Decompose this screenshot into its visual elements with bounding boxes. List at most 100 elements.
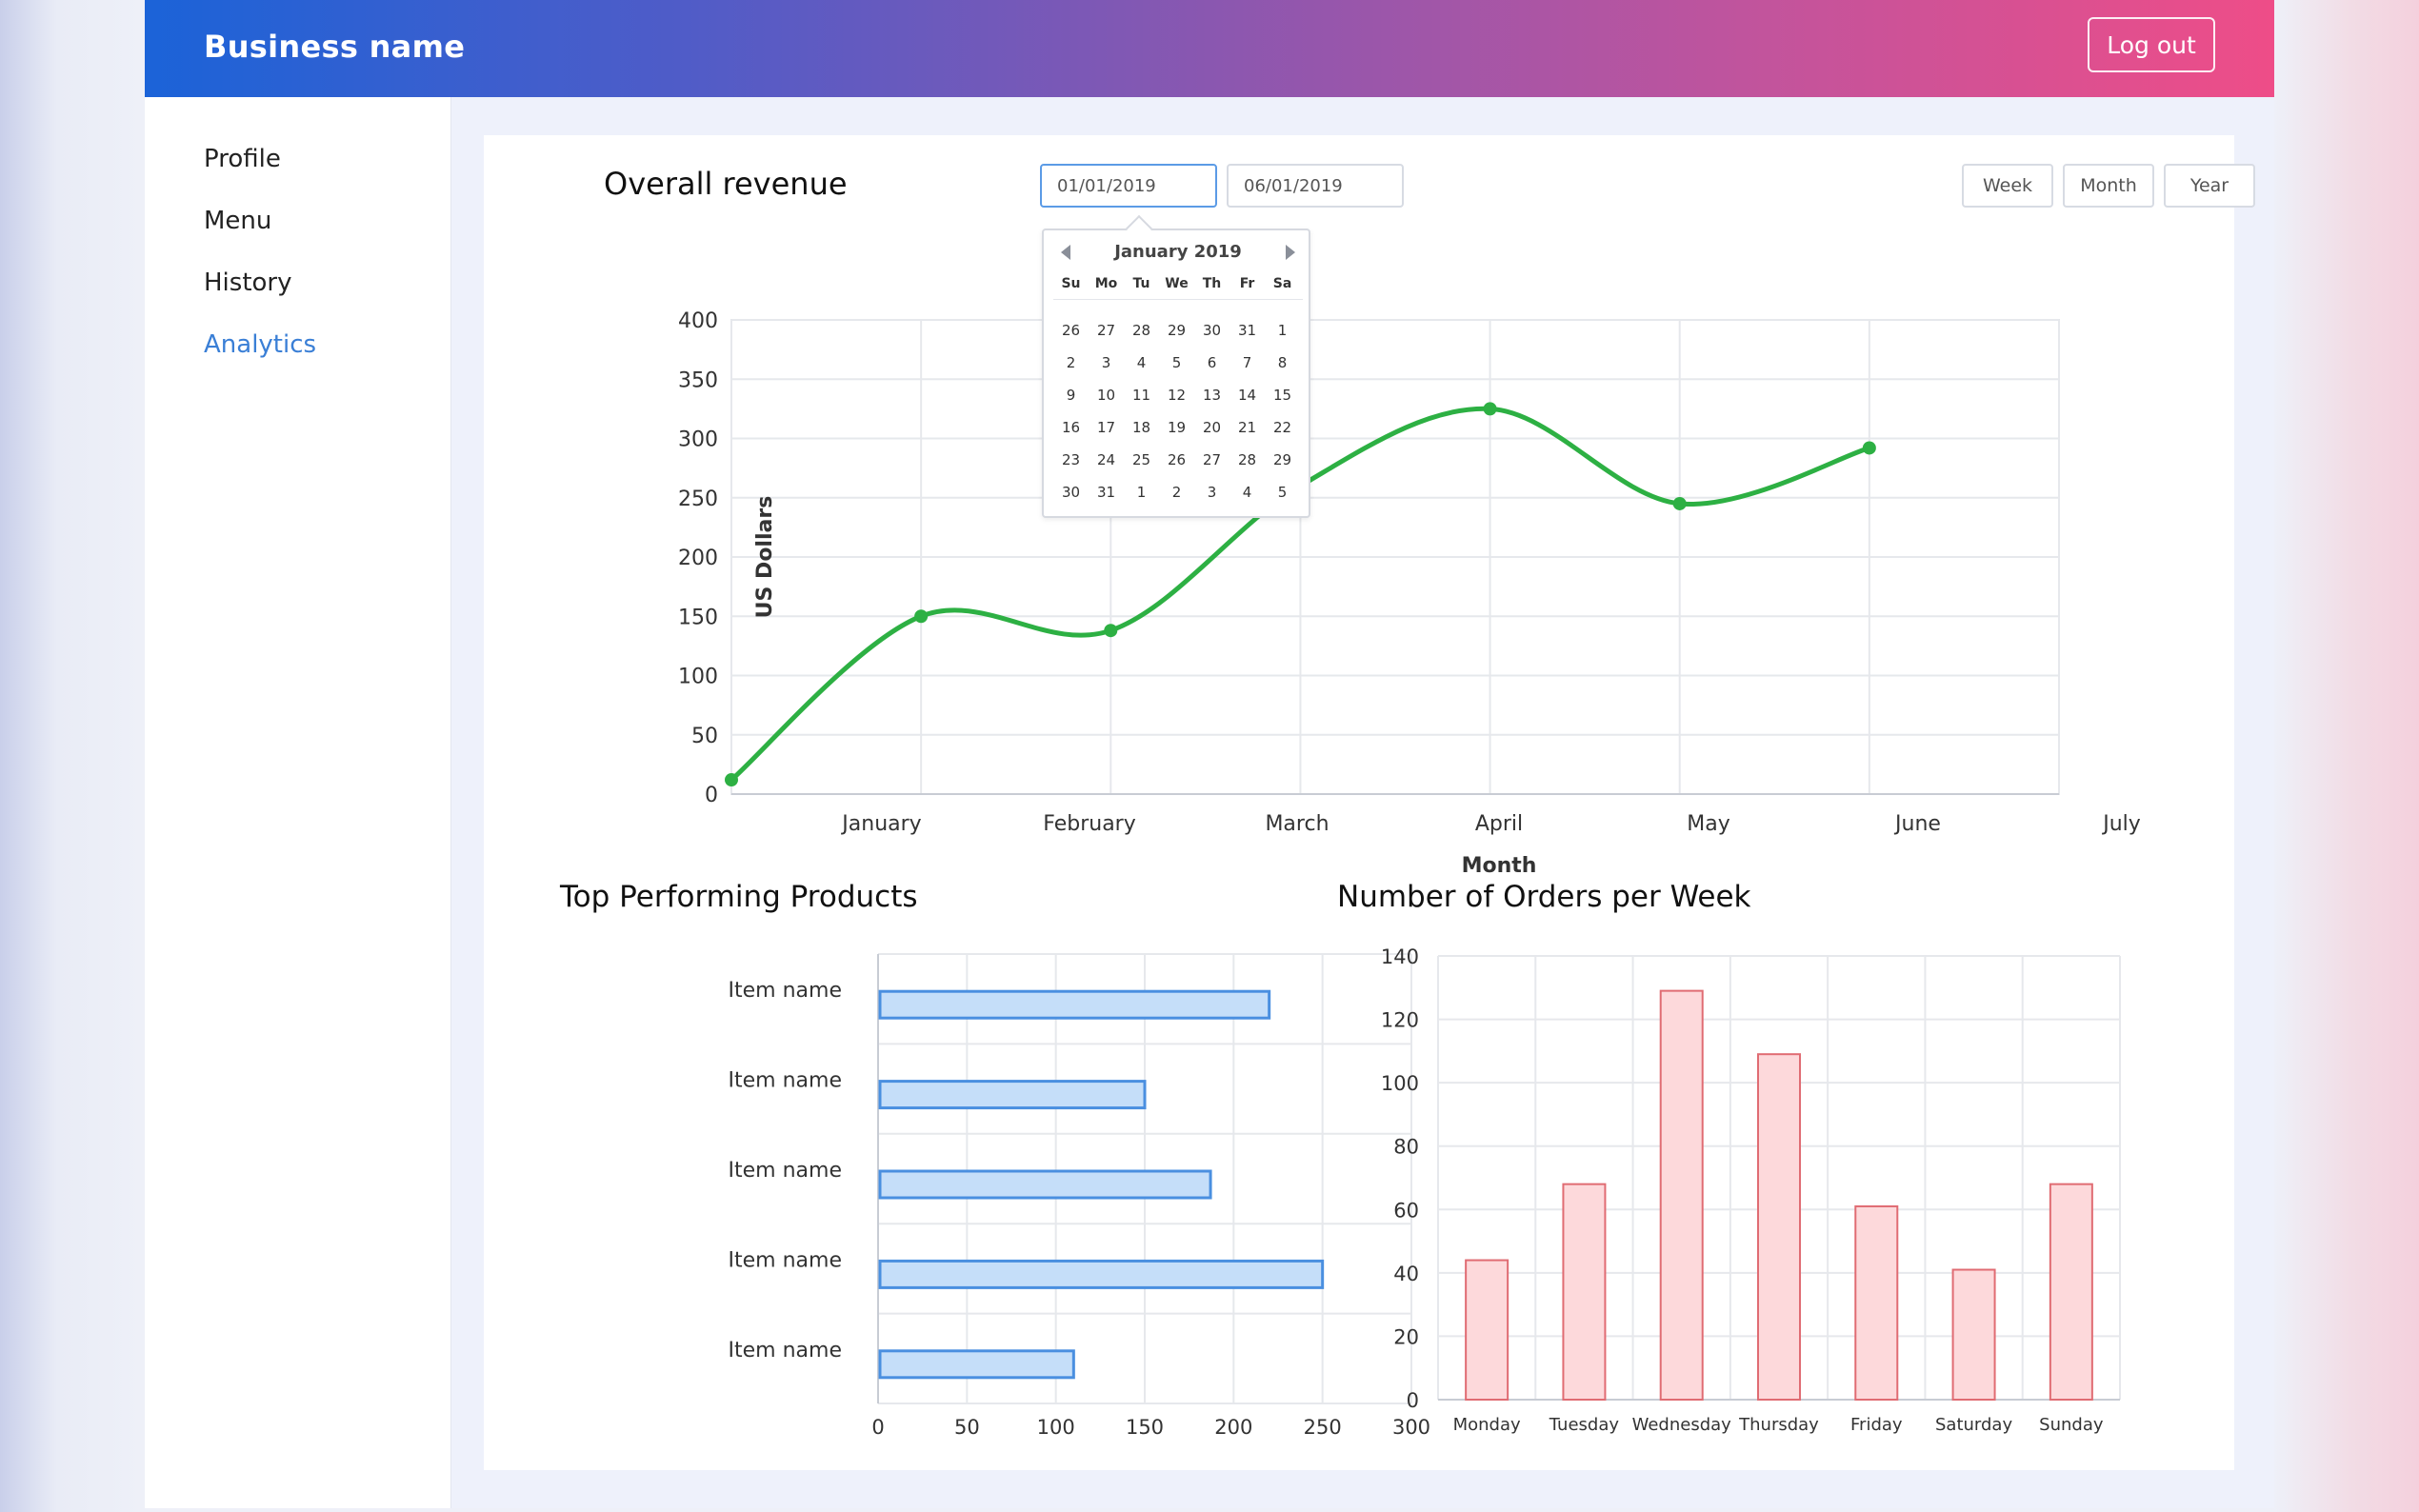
calendar-day[interactable]: 7: [1242, 354, 1252, 371]
calendar-weekday: Fr: [1239, 276, 1255, 291]
x-tick-label: 100: [1037, 1416, 1075, 1439]
calendar-day[interactable]: 31: [1237, 322, 1257, 339]
x-tick-label: June: [1893, 812, 1941, 836]
bar: [878, 1349, 1075, 1380]
calendar-day[interactable]: 22: [1272, 419, 1292, 436]
calendar-day[interactable]: 11: [1131, 387, 1151, 404]
y-tick-label: 300: [678, 428, 718, 452]
app-window: Business name Log out Profile Menu Histo…: [145, 0, 2274, 1508]
sidebar-item-analytics[interactable]: Analytics: [204, 330, 317, 359]
calendar-day[interactable]: 18: [1131, 419, 1151, 436]
date-to-input[interactable]: 06/01/2019: [1227, 164, 1404, 208]
x-tick-label: Friday: [1850, 1415, 1903, 1435]
top-bar: Business name Log out: [145, 0, 2274, 97]
bar: [1562, 1183, 1607, 1401]
calendar-day[interactable]: 5: [1277, 484, 1288, 501]
y-tick-label: 0: [705, 784, 718, 807]
bar: [1951, 1268, 1996, 1401]
y-tick-label: 50: [691, 725, 718, 748]
calendar-day[interactable]: 4: [1136, 354, 1147, 371]
calendar-day[interactable]: 24: [1096, 451, 1116, 468]
calendar-day[interactable]: 29: [1272, 451, 1292, 468]
calendar-weekday: Sa: [1272, 276, 1292, 291]
calendar-day[interactable]: 1: [1136, 484, 1147, 501]
calendar-day[interactable]: 4: [1242, 484, 1252, 501]
y-tick-label: 350: [678, 368, 718, 392]
calendar-day[interactable]: 19: [1167, 419, 1187, 436]
calendar-day[interactable]: 30: [1202, 322, 1222, 339]
next-month-icon[interactable]: [1280, 242, 1299, 263]
week-button[interactable]: Week: [1962, 164, 2053, 208]
calendar-day[interactable]: 9: [1066, 387, 1076, 404]
data-point: [1104, 624, 1118, 638]
calendar-day[interactable]: 10: [1096, 387, 1116, 404]
logout-button[interactable]: Log out: [2088, 17, 2215, 72]
bar: [1854, 1204, 1899, 1402]
calendar-day[interactable]: 26: [1167, 451, 1187, 468]
orders-per-week-bar-chart: 0 20 40 60 80 100 120 140 Monday Tuesday Wednesday…: [1381, 945, 2121, 1435]
category-label: Item name: [729, 1339, 842, 1363]
calendar-day[interactable]: 2: [1171, 484, 1182, 501]
calendar-day[interactable]: 17: [1096, 419, 1116, 436]
calendar-day[interactable]: 28: [1131, 322, 1151, 339]
x-tick-label: 250: [1304, 1416, 1342, 1439]
calendar-day[interactable]: 13: [1202, 387, 1222, 404]
date-picker-calendar: January 2019 Su Mo Tu We Th Fr Sa 26 27 28 29 30 31…: [1042, 214, 1310, 518]
month-button[interactable]: Month: [2063, 164, 2154, 208]
data-point: [725, 773, 738, 787]
calendar-day[interactable]: 3: [1101, 354, 1111, 371]
calendar-day[interactable]: 3: [1207, 484, 1217, 501]
x-tick-label: 50: [954, 1416, 980, 1439]
calendar-month-label: January 2019: [1114, 242, 1242, 262]
calendar-day[interactable]: 2: [1066, 354, 1076, 371]
y-axis-title: US Dollars: [753, 496, 777, 619]
calendar-day[interactable]: 21: [1237, 419, 1257, 436]
calendar-day[interactable]: 27: [1096, 322, 1116, 339]
x-tick-label: April: [1475, 812, 1523, 836]
calendar-weekday: Mo: [1094, 276, 1118, 291]
bar: [878, 989, 1271, 1020]
calendar-weekday: We: [1165, 276, 1189, 291]
calendar-weekday: Th: [1202, 276, 1222, 291]
calendar-day[interactable]: 8: [1277, 354, 1288, 371]
x-tick-label: July: [2101, 812, 2141, 836]
sidebar-item-menu[interactable]: Menu: [204, 207, 272, 235]
calendar-weekday: Su: [1061, 276, 1081, 291]
x-tick-label: Thursday: [1738, 1415, 1819, 1435]
y-tick-label: 20: [1393, 1325, 1419, 1348]
sidebar-item-profile[interactable]: Profile: [204, 145, 281, 173]
data-point: [1483, 402, 1497, 416]
revenue-line-chart: 0 50 100 150 200 250 300 350 400 January February M…: [678, 309, 2141, 878]
calendar-day[interactable]: 30: [1061, 484, 1081, 501]
date-from-input[interactable]: 01/01/2019: [1040, 164, 1217, 208]
prev-month-icon[interactable]: [1057, 242, 1076, 263]
calendar-divider: [1053, 299, 1303, 300]
category-label: Item name: [729, 1248, 842, 1272]
sidebar-item-history[interactable]: History: [204, 269, 292, 297]
calendar-day[interactable]: 20: [1202, 419, 1222, 436]
calendar-day[interactable]: 26: [1061, 322, 1081, 339]
calendar-day[interactable]: 25: [1131, 451, 1151, 468]
sidebar: Profile Menu History Analytics: [145, 97, 451, 1508]
calendar-day[interactable]: 23: [1061, 451, 1081, 468]
calendar-day[interactable]: 14: [1237, 387, 1257, 404]
calendar-day[interactable]: 1: [1277, 322, 1288, 339]
calendar-day[interactable]: 5: [1171, 354, 1182, 371]
category-label: Item name: [729, 1069, 842, 1093]
calendar-day[interactable]: 12: [1167, 387, 1187, 404]
year-button[interactable]: Year: [2164, 164, 2255, 208]
analytics-panel: Overall revenue 01/01/2019 06/01/2019 We…: [484, 135, 2255, 1470]
calendar-day[interactable]: 29: [1167, 322, 1187, 339]
y-tick-label: 80: [1393, 1136, 1419, 1159]
y-tick-label: 250: [678, 487, 718, 511]
calendar-day[interactable]: 31: [1096, 484, 1116, 501]
category-label: Item name: [729, 979, 842, 1003]
calendar-day[interactable]: 15: [1272, 387, 1292, 404]
calendar-day[interactable]: 16: [1061, 419, 1081, 436]
y-tick-label: 100: [1381, 1072, 1419, 1095]
y-tick-label: 120: [1381, 1009, 1419, 1032]
calendar-day[interactable]: 28: [1237, 451, 1257, 468]
y-tick-label: 0: [1407, 1389, 1419, 1412]
calendar-day[interactable]: 27: [1202, 451, 1222, 468]
calendar-day[interactable]: 6: [1207, 354, 1217, 371]
